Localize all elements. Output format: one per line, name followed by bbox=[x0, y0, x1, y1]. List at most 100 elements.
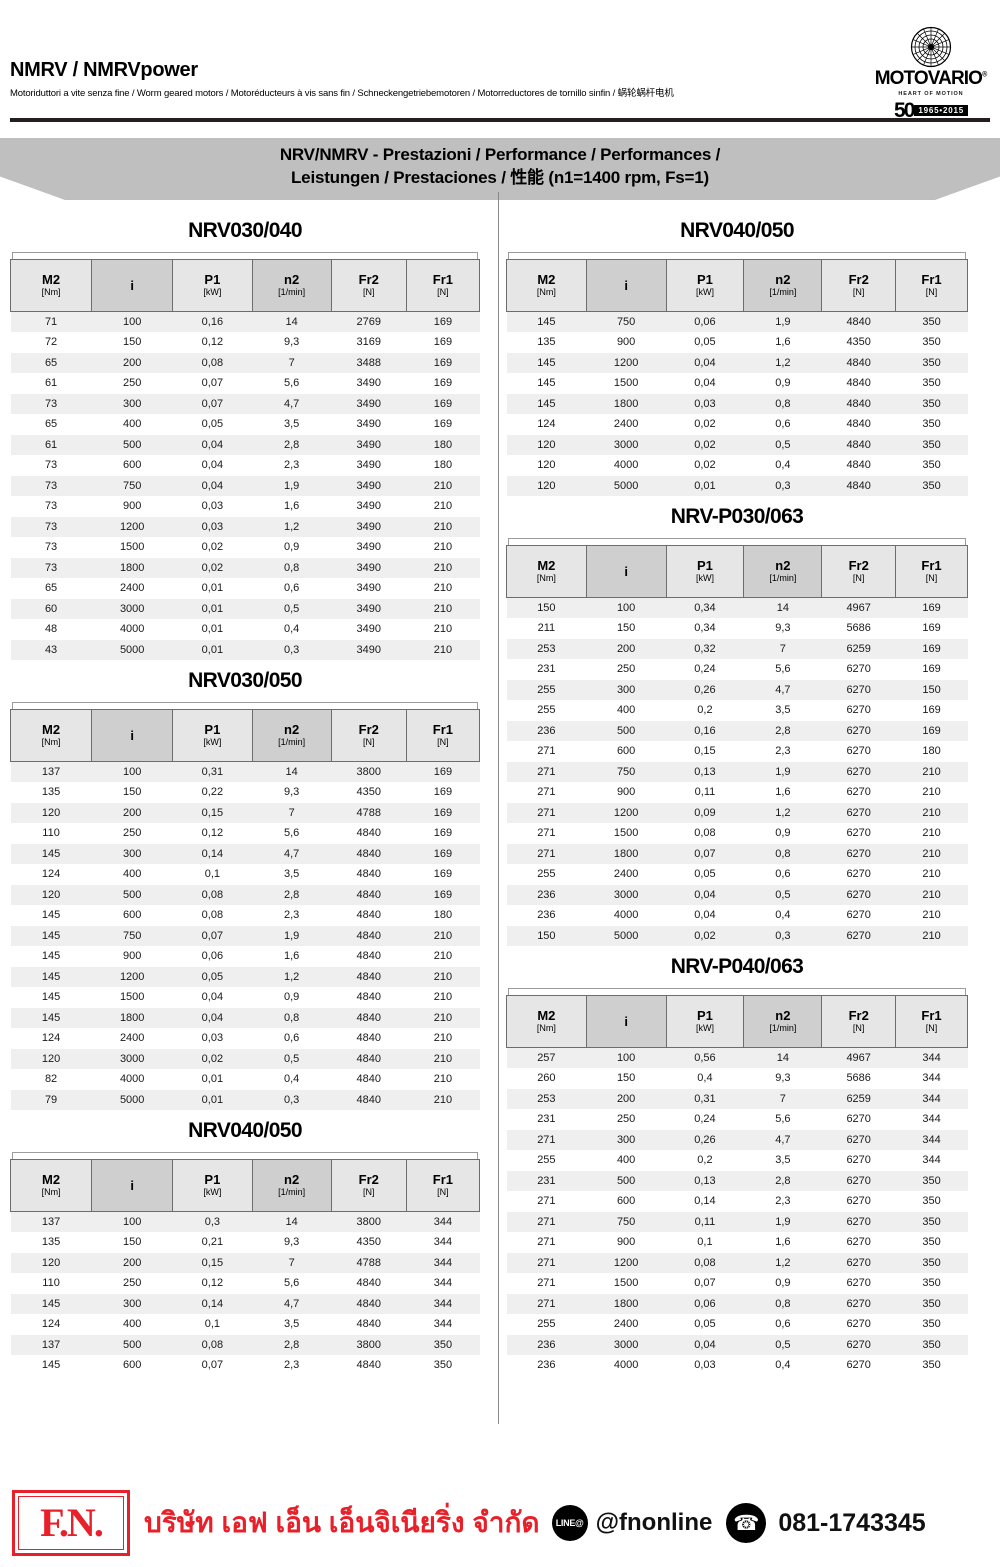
table-row: 73 900 0,03 1,6 3490 210 bbox=[10, 496, 480, 517]
table-row: 124 2400 0,02 0,6 4840 350 bbox=[506, 414, 968, 435]
column-header-unit: [N] bbox=[852, 287, 865, 298]
column-header-m2: M2 [Nm] bbox=[9, 259, 93, 312]
column-header-unit: [1/min] bbox=[769, 1023, 797, 1034]
cell-fr1: 210 bbox=[895, 884, 968, 905]
cell-i: 750 bbox=[586, 761, 666, 782]
cell-i: 300 bbox=[91, 1293, 173, 1314]
cell-n2: 0,8 bbox=[743, 843, 822, 864]
column-header-label: i bbox=[130, 277, 134, 293]
cell-fr2: 2769 bbox=[331, 311, 407, 332]
cell-p1: 0,04 bbox=[666, 1334, 744, 1355]
table-row: 236 3000 0,04 0,5 6270 350 bbox=[506, 1334, 968, 1355]
table-row: 120 3000 0,02 0,5 4840 350 bbox=[506, 434, 968, 455]
cell-m2: 73 bbox=[10, 557, 92, 578]
header-divider bbox=[10, 118, 990, 122]
cell-p1: 0,32 bbox=[666, 638, 744, 659]
cell-fr2: 6270 bbox=[821, 802, 896, 823]
cell-n2: 14 bbox=[743, 1047, 822, 1068]
cell-i: 250 bbox=[91, 1273, 173, 1294]
cell-i: 1500 bbox=[91, 537, 173, 558]
trademark-symbol: ® bbox=[982, 71, 988, 79]
cell-fr2: 4840 bbox=[331, 884, 407, 905]
table-row: 73 1200 0,03 1,2 3490 210 bbox=[10, 516, 480, 537]
table-header-row: M2 [Nm] i P1 [kW] n2 [1/min] Fr2 [N] Fr1 [N] bbox=[9, 709, 481, 762]
cell-n2: 0,3 bbox=[743, 925, 822, 946]
table-row: 145 1800 0,04 0,8 4840 210 bbox=[10, 1007, 480, 1028]
column-header-label: i bbox=[624, 277, 628, 293]
cell-i: 3000 bbox=[586, 884, 666, 905]
cell-fr1: 350 bbox=[895, 1232, 968, 1253]
cell-i: 2400 bbox=[586, 414, 666, 435]
table-header-row: M2 [Nm] i P1 [kW] n2 [1/min] Fr2 [N] Fr1 [N] bbox=[506, 259, 968, 312]
cell-n2: 2,8 bbox=[743, 1170, 822, 1191]
table-row: 236 3000 0,04 0,5 6270 210 bbox=[506, 884, 968, 905]
column-header-p1: P1 [kW] bbox=[665, 259, 745, 312]
column-header-unit: [kW] bbox=[203, 287, 222, 298]
cell-n2: 5,6 bbox=[743, 1109, 822, 1130]
table-row: 73 1800 0,02 0,8 3490 210 bbox=[10, 557, 480, 578]
cell-p1: 0,08 bbox=[172, 905, 252, 926]
cell-p1: 0,01 bbox=[172, 1069, 252, 1090]
table-row: 120 4000 0,02 0,4 4840 350 bbox=[506, 455, 968, 476]
cell-p1: 0,09 bbox=[666, 802, 744, 823]
cell-n2: 0,9 bbox=[743, 373, 822, 394]
cell-i: 750 bbox=[586, 311, 666, 332]
cell-fr1: 169 bbox=[406, 393, 480, 414]
cell-p1: 0,04 bbox=[172, 434, 252, 455]
column-header-i: i bbox=[585, 995, 667, 1048]
cell-fr1: 210 bbox=[895, 925, 968, 946]
table-row: 135 150 0,21 9,3 4350 344 bbox=[10, 1232, 480, 1253]
cell-i: 3000 bbox=[586, 434, 666, 455]
cell-n2: 0,8 bbox=[252, 557, 332, 578]
cell-fr2: 3488 bbox=[331, 352, 407, 373]
table-header-row: M2 [Nm] i P1 [kW] n2 [1/min] Fr2 [N] Fr1 [N] bbox=[9, 259, 481, 312]
cell-fr1: 344 bbox=[895, 1088, 968, 1109]
table-row: 65 400 0,05 3,5 3490 169 bbox=[10, 414, 480, 435]
cell-m2: 271 bbox=[506, 741, 587, 762]
cell-n2: 2,8 bbox=[252, 434, 332, 455]
cell-m2: 271 bbox=[506, 1273, 587, 1294]
performance-table: M2 [Nm] i P1 [kW] n2 [1/min] Fr2 [N] Fr1 [N] 137 100… bbox=[9, 1159, 481, 1376]
cell-i: 1500 bbox=[91, 987, 173, 1008]
cell-fr1: 344 bbox=[895, 1047, 968, 1068]
cell-i: 750 bbox=[91, 925, 173, 946]
cell-m2: 271 bbox=[506, 823, 587, 844]
cell-i: 200 bbox=[586, 1088, 666, 1109]
table-row: 145 1500 0,04 0,9 4840 350 bbox=[506, 373, 968, 394]
cell-m2: 255 bbox=[506, 700, 587, 721]
cell-fr2: 4840 bbox=[331, 987, 407, 1008]
cell-p1: 0,2 bbox=[666, 700, 744, 721]
cell-p1: 0,04 bbox=[172, 475, 252, 496]
cell-p1: 0,07 bbox=[172, 925, 252, 946]
table-row: 271 1500 0,07 0,9 6270 350 bbox=[506, 1273, 968, 1294]
cell-p1: 0,04 bbox=[666, 905, 744, 926]
cell-i: 200 bbox=[91, 1252, 173, 1273]
cell-fr1: 210 bbox=[406, 639, 480, 660]
cell-m2: 231 bbox=[506, 1109, 587, 1130]
cell-p1: 0,24 bbox=[666, 659, 744, 680]
cell-fr1: 350 bbox=[406, 1334, 480, 1355]
cell-fr1: 344 bbox=[895, 1109, 968, 1130]
cell-fr2: 4840 bbox=[331, 946, 407, 967]
cell-p1: 0,56 bbox=[666, 1047, 744, 1068]
cell-n2: 7 bbox=[252, 1252, 332, 1273]
cell-n2: 4,7 bbox=[252, 1293, 332, 1314]
table-top-bracket bbox=[12, 702, 478, 709]
column-header-i: i bbox=[585, 259, 667, 312]
table-row: 72 150 0,12 9,3 3169 169 bbox=[10, 332, 480, 353]
cell-p1: 0,07 bbox=[172, 1355, 252, 1376]
column-header-label: Fr2 bbox=[848, 557, 869, 573]
cell-p1: 0,04 bbox=[172, 455, 252, 476]
cell-fr1: 210 bbox=[406, 987, 480, 1008]
cell-i: 500 bbox=[586, 720, 666, 741]
table-row: 271 1800 0,06 0,8 6270 350 bbox=[506, 1293, 968, 1314]
cell-fr1: 180 bbox=[406, 434, 480, 455]
cell-fr1: 210 bbox=[406, 578, 480, 599]
cell-m2: 145 bbox=[506, 311, 587, 332]
column-header-label: Fr2 bbox=[848, 271, 869, 287]
cell-m2: 145 bbox=[10, 987, 92, 1008]
cell-i: 1500 bbox=[586, 373, 666, 394]
cell-p1: 0,26 bbox=[666, 679, 744, 700]
column-header-label: Fr2 bbox=[358, 721, 379, 737]
cell-n2: 9,3 bbox=[252, 782, 332, 803]
